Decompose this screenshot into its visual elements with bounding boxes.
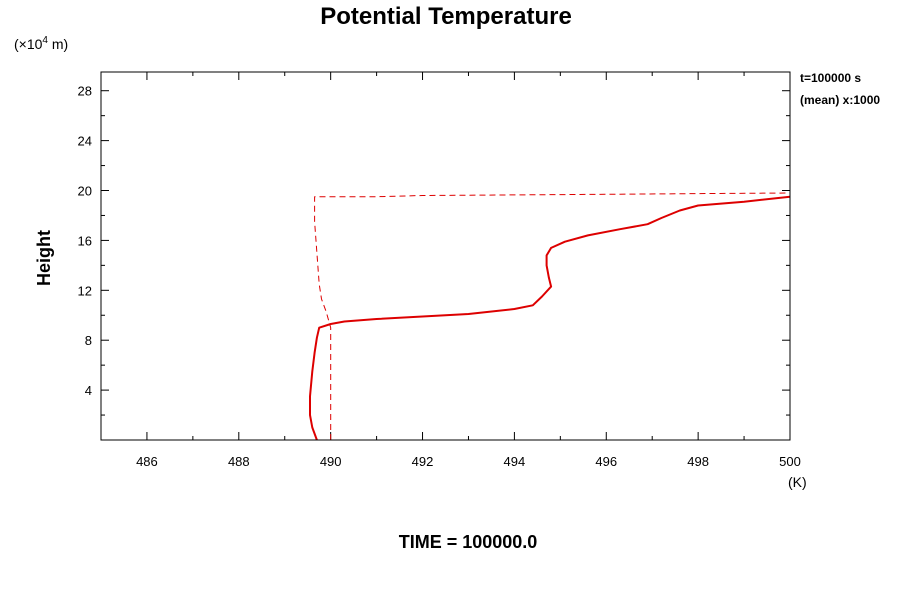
y-tick-label: 12 (78, 283, 92, 298)
x-tick-label: 500 (779, 454, 801, 469)
y-axis-label: Height (34, 230, 54, 286)
x-tick-label: 486 (136, 454, 158, 469)
y-tick-label: 20 (78, 184, 92, 199)
y-tick-label: 24 (78, 134, 92, 149)
mean-annotation: (mean) x:1000 (800, 93, 880, 107)
solid-temperature-line (309, 195, 791, 441)
time-label: TIME = 100000.0 (399, 532, 538, 552)
x-tick-label: 496 (595, 454, 617, 469)
plot-frame (100, 71, 791, 441)
dashed-temperature-line (314, 192, 791, 440)
y-tick-label: 8 (85, 333, 92, 348)
x-unit-label: (K) (788, 474, 807, 490)
y-tick-label: 28 (78, 84, 92, 99)
chart-title: Potential Temperature (320, 3, 572, 30)
x-tick-label: 488 (228, 454, 250, 469)
x-tick-label: 494 (504, 454, 526, 469)
axis-ticks: 486 488 490 492 494 496 498 500 4 8 12 16 20 24 28 (78, 72, 801, 469)
y-unit-label: (×104 m) (14, 35, 68, 52)
x-tick-label: 498 (687, 454, 709, 469)
time-annotation: t=100000 s (800, 71, 861, 85)
x-tick-label: 490 (320, 454, 342, 469)
y-tick-label: 16 (78, 233, 92, 248)
y-tick-label: 4 (85, 383, 92, 398)
x-tick-label: 492 (412, 454, 434, 469)
data-series (309, 192, 791, 441)
